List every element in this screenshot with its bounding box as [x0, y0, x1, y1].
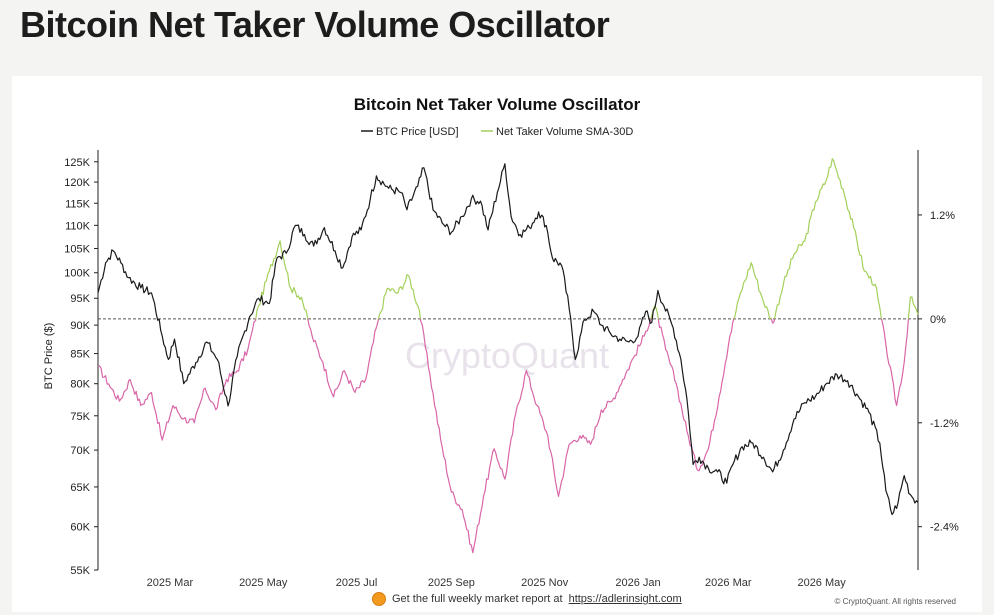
left-tick-label: 105K — [64, 243, 90, 255]
watermark: CryptoQuant — [405, 335, 609, 376]
x-tick-label: 2025 Sep — [428, 577, 475, 589]
series-btc-price — [97, 163, 919, 516]
left-tick-label: 90K — [70, 320, 90, 332]
chart-card: Bitcoin Net Taker Volume Oscillator BTC … — [12, 76, 982, 612]
oscillator-segment-negative-10 — [880, 318, 909, 407]
legend-label-price: BTC Price [USD] — [376, 126, 459, 138]
oscillator-segment-positive-3 — [377, 274, 422, 320]
btc-price-line — [97, 163, 919, 516]
legend-item-oscillator[interactable]: Net Taker Volume SMA-30D — [481, 126, 633, 138]
oscillator-segment-negative-0 — [97, 318, 257, 441]
x-axis: 2025 Mar 2025 May 2025 Jul 2025 Sep 2025 Nov… — [147, 577, 847, 589]
left-tick-label: 85K — [70, 349, 90, 361]
x-tick-label: 2026 May — [797, 577, 846, 589]
x-tick-label: 2025 Mar — [147, 577, 194, 589]
oscillator-segment-negative-8 — [770, 318, 776, 324]
right-tick-label: 0% — [930, 314, 946, 326]
oscillator-segment-positive-9 — [774, 158, 883, 320]
oscillator-segment-negative-2 — [307, 318, 380, 398]
left-tick-label: 60K — [70, 522, 90, 534]
x-tick-label: 2025 Nov — [521, 577, 569, 589]
legend-item-price[interactable]: BTC Price [USD] — [361, 126, 459, 138]
left-axis-label: BTC Price ($) — [43, 323, 55, 390]
right-tick-label: -1.2% — [930, 418, 959, 430]
left-tick-label: 65K — [70, 482, 90, 494]
left-tick-label: 120K — [64, 177, 90, 189]
x-tick-label: 2025 Jul — [336, 577, 378, 589]
left-tick-label: 100K — [64, 268, 90, 280]
page-title: Bitcoin Net Taker Volume Oscillator — [20, 4, 610, 45]
right-tick-label: 1.2% — [930, 210, 955, 222]
oscillator-segment-negative-4 — [419, 318, 652, 554]
right-tick-label: -2.4% — [930, 522, 959, 534]
left-tick-label: 115K — [65, 198, 91, 210]
x-tick-label: 2026 Mar — [705, 577, 752, 589]
series-net-taker-volume — [97, 158, 919, 554]
x-tick-label: 2025 May — [239, 577, 288, 589]
footer-link[interactable]: https://adlerinsight.com — [568, 593, 682, 605]
copyright: © CryptoQuant. All rights reserved — [834, 597, 957, 606]
oscillator-segment-positive-11 — [907, 296, 919, 319]
right-axis: 1.2% 0% -1.2% -2.4% — [917, 150, 959, 570]
oscillator-segment-negative-6 — [657, 318, 735, 472]
legend: BTC Price [USD] Net Taker Volume SMA-30D — [361, 126, 633, 138]
oscillator-segment-positive-7 — [733, 262, 772, 320]
legend-label-oscillator: Net Taker Volume SMA-30D — [496, 126, 633, 138]
left-tick-label: 80K — [70, 379, 90, 391]
left-tick-label: 95K — [70, 293, 90, 305]
left-tick-label: 70K — [70, 445, 90, 457]
left-tick-label: 75K — [70, 411, 90, 423]
left-tick-label: 110K — [65, 220, 91, 232]
footer-text: Get the full weekly market report at — [392, 593, 563, 605]
x-tick-label: 2026 Jan — [615, 577, 660, 589]
chart-svg: Bitcoin Net Taker Volume Oscillator BTC … — [43, 95, 959, 589]
chart-title: Bitcoin Net Taker Volume Oscillator — [354, 95, 641, 114]
coin-icon — [372, 592, 386, 606]
footer: Get the full weekly market report at htt… — [372, 592, 682, 606]
left-tick-label: 125K — [64, 157, 90, 169]
left-tick-label: 55K — [70, 565, 90, 577]
left-axis: 55K 60K 65K 70K 75K 80K 85K 90K 95K 100K 105K 110K 1… — [64, 150, 99, 577]
oscillator-segment-positive-1 — [255, 240, 309, 320]
